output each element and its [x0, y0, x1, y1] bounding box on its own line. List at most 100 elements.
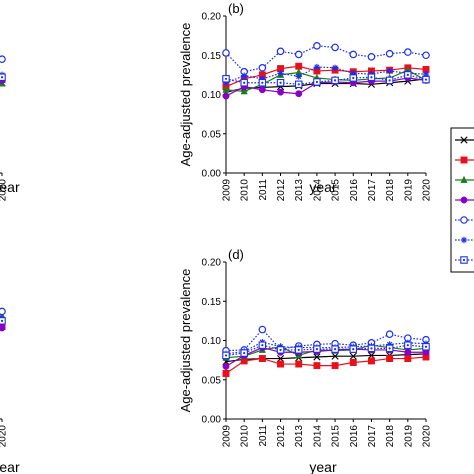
data-point [259, 75, 266, 82]
data-point [350, 70, 357, 77]
x-axis-label: year [309, 459, 337, 474]
data-point [222, 79, 230, 86]
data-point [258, 325, 267, 334]
data-point [313, 78, 321, 86]
data-point [0, 324, 6, 332]
y-axis-label: Age-adjusted prevalence [178, 269, 193, 413]
legend-marker [460, 175, 468, 183]
x-tick-label: 2009 [222, 179, 233, 202]
y-tick-label: 0.20 [202, 12, 222, 23]
data-point [258, 341, 267, 349]
data-point [385, 49, 394, 58]
x-axis-label: year [0, 459, 20, 474]
x-tick-label: 2014 [312, 179, 323, 202]
data-point [313, 362, 321, 370]
data-point [349, 345, 358, 353]
data-point [294, 50, 303, 59]
data-point [331, 352, 339, 360]
x-tick-label: 2020 [422, 179, 433, 202]
data-point [222, 351, 230, 360]
series-7 [0, 73, 6, 81]
x-tick-label: 2013 [294, 179, 305, 202]
series-2 [222, 353, 430, 377]
data-point [276, 47, 285, 56]
x-tick-label: 2012 [276, 179, 287, 202]
y-tick-label: 0.20 [202, 258, 222, 269]
x-tick-label: 2015 [331, 179, 342, 202]
data-point [313, 353, 321, 361]
data-point [404, 71, 412, 79]
data-point [404, 48, 412, 56]
x-tick-label: 2020 [0, 179, 9, 202]
data-point [294, 80, 303, 89]
data-point [240, 72, 248, 79]
data-point [367, 344, 376, 353]
data-point [277, 70, 284, 77]
x-tick-label: 2010 [240, 179, 251, 202]
y-tick-label: 0.10 [202, 90, 222, 101]
series-6 [222, 338, 430, 358]
data-point [240, 87, 248, 95]
x-tick-label: 2020 [0, 425, 9, 448]
x-tick-label: 2017 [367, 179, 378, 202]
legend-marker [460, 216, 468, 224]
legend-item-6 [455, 236, 474, 244]
data-point [422, 51, 430, 60]
series-7 [0, 317, 6, 325]
data-point [386, 341, 393, 348]
x-tick-label: 2019 [403, 425, 414, 448]
legend-marker [460, 236, 468, 244]
y-tick-label: 0.15 [202, 297, 222, 308]
data-point [331, 64, 339, 72]
data-point [277, 360, 284, 368]
y-tick-label: 0.00 [202, 415, 222, 426]
x-tick-label: 2020 [422, 425, 433, 448]
legend-item-3 [455, 175, 474, 183]
data-point [386, 355, 394, 363]
x-tick-label: 2018 [385, 179, 396, 202]
data-point [222, 92, 230, 100]
data-point [295, 73, 302, 80]
panel-label: (b) [228, 1, 244, 16]
panel-label: (d) [228, 247, 244, 262]
data-point [331, 362, 339, 370]
data-point [368, 357, 375, 365]
series-line [225, 356, 427, 374]
data-point [422, 70, 430, 78]
data-point [404, 355, 412, 363]
legend-marker [460, 156, 468, 164]
data-point [222, 362, 230, 370]
series-2 [222, 62, 430, 91]
x-tick-label: 2016 [349, 179, 360, 202]
x-tick-label: 2011 [258, 425, 269, 447]
data-point [367, 53, 376, 61]
chart-panel-4: 0.00 0.05 0.10 0.15 0.20 2009 2010 2011 2012 2013… [178, 247, 433, 474]
data-point [258, 64, 267, 72]
data-point [222, 370, 230, 377]
series-line [225, 353, 427, 363]
y-tick-label: 0.00 [202, 169, 222, 180]
y-tick-label: 0.10 [202, 336, 222, 347]
data-point [349, 359, 357, 366]
data-point [222, 75, 230, 83]
data-point [313, 42, 321, 50]
data-point [276, 346, 285, 354]
data-point [367, 73, 376, 81]
data-point [404, 341, 412, 349]
data-point [295, 90, 303, 98]
series-5 [0, 307, 6, 316]
data-point [404, 348, 412, 356]
series-7 [222, 341, 430, 360]
data-point [0, 55, 6, 63]
x-axis-label: year [0, 179, 20, 195]
x-tick-label: 2015 [331, 425, 342, 448]
x-tick-label: 2018 [385, 425, 396, 448]
series-7 [222, 71, 430, 89]
x-tick-label: 2010 [240, 425, 251, 448]
x-tick-label: 2019 [403, 179, 414, 202]
series-5 [0, 55, 6, 63]
x-tick-label: 2014 [312, 425, 323, 448]
